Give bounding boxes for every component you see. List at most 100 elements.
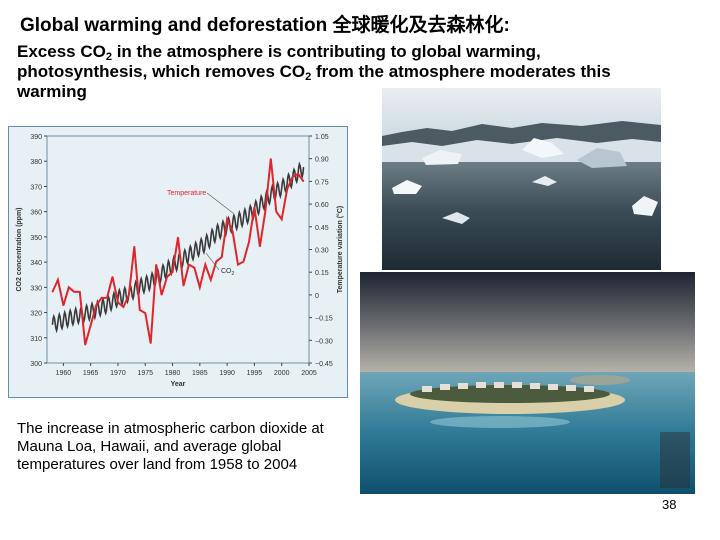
left-tick-label: 310: [30, 336, 42, 343]
x-tick-label: 1990: [219, 370, 235, 377]
temperature-point: [237, 264, 239, 266]
temperature-point: [231, 230, 234, 232]
temperature-point: [84, 344, 86, 346]
co2-point: [84, 312, 86, 315]
temperature-point: [248, 241, 250, 243]
temperature-point: [221, 256, 223, 258]
co2-point: [182, 257, 185, 260]
right-axis-label: Temperature variation (°C): [336, 206, 344, 293]
temperature-point: [302, 180, 305, 182]
left-tick-label: 390: [30, 134, 42, 141]
co2-point: [161, 273, 163, 275]
co2-point: [204, 243, 206, 245]
temperature-point: [264, 211, 266, 213]
glacier-icebergs-photo: [382, 88, 661, 270]
co2-point: [248, 214, 250, 216]
left-tick-label: 350: [30, 235, 42, 242]
temperature-point: [210, 279, 212, 281]
temperature-point: [281, 218, 283, 220]
temperature-point: [161, 294, 163, 296]
temperature-point: [193, 267, 195, 269]
temperature-point: [177, 236, 179, 238]
co2-point: [302, 166, 305, 169]
intro-line-3: warming: [17, 82, 87, 101]
temperature-point: [242, 261, 245, 263]
temperature-point: [182, 285, 185, 287]
temperature-point: [204, 264, 206, 266]
co2-point: [139, 286, 141, 288]
temperature-point: [73, 291, 75, 293]
left-tick-label: 370: [30, 184, 42, 191]
temperature-point: [95, 304, 97, 307]
intro-1a: Excess CO: [17, 42, 106, 61]
x-tick-label: 1970: [110, 370, 126, 377]
temperature-point: [226, 218, 228, 220]
left-tick-label: 330: [30, 285, 42, 292]
co2-point: [73, 315, 75, 318]
right-tick-label: 0.90: [315, 157, 329, 164]
co2-point: [281, 187, 283, 189]
temperature-point: [128, 294, 130, 296]
temperature-point: [150, 342, 152, 344]
right-tick-label: 0.45: [315, 225, 329, 232]
temperature-point: [133, 245, 135, 248]
temperature-point: [188, 264, 190, 266]
right-tick-label: −0.15: [315, 316, 333, 323]
intro-2sub: 2: [305, 71, 312, 83]
page-number: 38: [662, 497, 677, 512]
right-tick-label: 0.30: [315, 248, 329, 255]
temperature-point: [253, 206, 256, 208]
co2-series-label-sub: 2: [232, 271, 235, 277]
right-tick-label: 0: [315, 293, 319, 300]
temperature-point: [144, 312, 146, 314]
right-tick-label: 0.15: [315, 270, 329, 277]
left-tick-label: 300: [30, 361, 42, 368]
temperature-point: [297, 173, 299, 175]
right-tick-label: −0.45: [315, 361, 333, 368]
temperature-point: [111, 276, 114, 278]
intro-2b: from the atmosphere moderates this: [311, 62, 611, 81]
slide-title-colon: :: [503, 15, 510, 36]
intro-2a: photosynthesis, which removes CO: [17, 62, 306, 81]
co2-point: [215, 232, 217, 234]
intro-1b: in the atmosphere is contributing to glo…: [111, 42, 541, 61]
co2-point: [193, 250, 195, 252]
x-tick-label: 1980: [165, 370, 181, 377]
co2-point: [150, 281, 152, 283]
left-tick-label: 320: [30, 311, 42, 318]
intro-text: Excess CO 2 in the atmosphere is contribu…: [17, 42, 687, 102]
chart-caption: The increase in atmospheric carbon dioxi…: [17, 420, 324, 473]
temperature-point: [57, 279, 59, 281]
left-axis-label: CO2 concentration (ppm): [16, 207, 23, 291]
left-tick-label: 340: [30, 260, 42, 267]
temperature-label-leader: [206, 192, 234, 214]
temperature-point: [199, 286, 201, 288]
temperature-point: [139, 309, 141, 311]
x-tick-label: 1960: [56, 370, 72, 377]
co2-label-leader: [205, 252, 220, 271]
temperature-point: [51, 291, 54, 293]
x-tick-label: 2000: [274, 370, 290, 377]
left-tick-label: 380: [30, 159, 42, 166]
temperature-point: [62, 304, 64, 307]
temperature-point: [292, 176, 294, 178]
temperature-point: [286, 188, 288, 190]
temperature-point: [275, 211, 277, 213]
temperature-point: [79, 291, 81, 293]
temperature-point: [270, 158, 272, 160]
co2-point: [62, 319, 64, 321]
temperature-point: [122, 306, 125, 308]
temperature-point: [90, 324, 92, 326]
temperature-point: [117, 301, 119, 304]
right-tick-label: 0.60: [315, 202, 329, 209]
temperature-point: [171, 271, 174, 273]
co2-point: [51, 323, 54, 326]
left-tick-label: 360: [30, 210, 42, 217]
co2-point: [237, 220, 239, 222]
x-tick-label: 1995: [247, 370, 263, 377]
slide-title-en: Global warming and deforestation: [20, 15, 328, 36]
temperature-point: [155, 264, 157, 266]
intro-line-1: Excess CO2 in the atmosphere is contribu…: [17, 42, 687, 63]
co2-temperature-chart: 300 310 320 330 340 350 360 370 380 390 −0.45 −0.30…: [8, 126, 348, 398]
x-tick-label: 1965: [83, 370, 99, 377]
